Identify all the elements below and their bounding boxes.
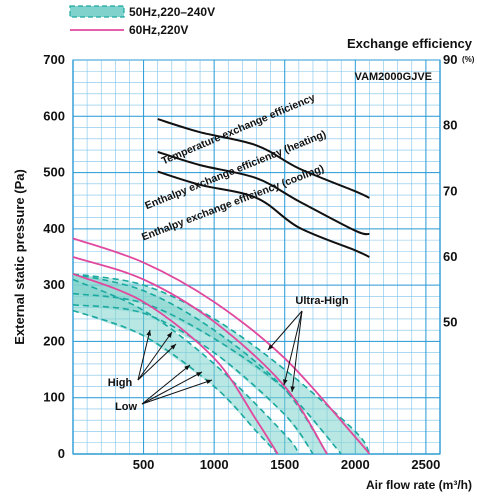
y2-unit: (%) bbox=[462, 55, 475, 64]
fan-curve-60hz-ultra-high-6 bbox=[72, 237, 371, 455]
arrow-high-1 bbox=[137, 329, 151, 381]
fan-curve-50hz-low-4 bbox=[72, 278, 300, 455]
efficiency-line-0 bbox=[157, 118, 370, 199]
arrow-high-3 bbox=[137, 343, 177, 381]
arrow-high-3-head bbox=[170, 344, 176, 350]
grid-major bbox=[72, 60, 441, 455]
y-axis-title: External static pressure (Pa) bbox=[12, 169, 27, 345]
arrow-ultra-high-3 bbox=[291, 310, 303, 393]
legend: 50Hz,220–240V 60Hz,220V bbox=[69, 5, 215, 37]
y2-tick-label: 60 bbox=[443, 249, 457, 264]
arrow-low-2 bbox=[141, 371, 203, 405]
band-fill-low bbox=[73, 279, 299, 454]
legend-swatch-50hz bbox=[69, 5, 125, 18]
fan-curve-50hz-ultra-high-0 bbox=[72, 273, 371, 455]
arrow-low-1 bbox=[141, 364, 191, 405]
y-tick-label: 400 bbox=[43, 221, 65, 236]
arrow-low-3-head bbox=[206, 379, 212, 384]
legend-label-60hz: 60Hz,220V bbox=[129, 23, 188, 37]
y-tick-label: 100 bbox=[43, 390, 65, 405]
y2-tick-label: 80 bbox=[443, 118, 457, 133]
annotations: Ultra-High High Low bbox=[108, 295, 349, 413]
efficiency-line-1 bbox=[157, 150, 370, 236]
y2-tick-label: 70 bbox=[443, 183, 457, 198]
x-axis-title: Air flow rate (m³/h) bbox=[366, 478, 472, 492]
y-tick-label: 300 bbox=[43, 277, 65, 292]
y2-tick-label: 50 bbox=[443, 315, 457, 330]
arrow-low-2-head bbox=[196, 372, 202, 377]
fan-curve-60hz-high-7 bbox=[72, 256, 328, 455]
y-tick-label: 200 bbox=[43, 333, 65, 348]
annotation-low: Low bbox=[115, 401, 137, 413]
x-tick-label: 500 bbox=[133, 457, 155, 472]
fan-curve-60hz-low-8 bbox=[72, 273, 279, 455]
arrow-low-1-head bbox=[184, 365, 190, 371]
fan-curves bbox=[72, 237, 371, 455]
x-tick-label: 1500 bbox=[270, 457, 299, 472]
arrow-ultra-high-2-head bbox=[283, 379, 288, 385]
y2-axis-title: Exchange efficiency bbox=[347, 36, 473, 51]
legend-label-50hz: 50Hz,220–240V bbox=[129, 5, 215, 19]
arrow-ultra-high-3-head bbox=[290, 386, 295, 392]
fan-curve-50hz-low-5 bbox=[72, 309, 279, 455]
x-tick-label: 1000 bbox=[200, 457, 229, 472]
arrow-ultra-high-1 bbox=[267, 310, 303, 351]
x-tick-label: 2000 bbox=[341, 457, 370, 472]
y-tick-label: 700 bbox=[43, 52, 65, 67]
efficiency-line-2 bbox=[157, 170, 370, 258]
model-name: VAM2000GJVE bbox=[355, 71, 432, 83]
y-tick-label: 600 bbox=[43, 108, 65, 123]
arrow-high-2 bbox=[137, 331, 173, 381]
y2-tick-label: 90 bbox=[443, 52, 457, 67]
y-tick-label: 0 bbox=[58, 446, 65, 461]
arrow-low-3 bbox=[141, 379, 213, 405]
fan-curve-50hz-ultra-high-1 bbox=[72, 292, 342, 455]
axes-text: 500 1000 1500 2000 2500 0 100 200 300 400 500 600 70… bbox=[12, 36, 475, 492]
annotation-high: High bbox=[108, 377, 133, 389]
x-tick-label: 2500 bbox=[411, 457, 440, 472]
arrow-ultra-high-1-head bbox=[268, 344, 274, 350]
arrow-ultra-high-2 bbox=[283, 310, 303, 386]
y-tick-label: 500 bbox=[43, 165, 65, 180]
arrow-high-1-head bbox=[146, 330, 151, 336]
fan-curve-50hz-high-2 bbox=[72, 273, 328, 455]
arrow-high-2-head bbox=[166, 332, 172, 338]
annotation-ultra-high: Ultra-High bbox=[295, 295, 348, 307]
fan-curve-50hz-high-3 bbox=[72, 304, 314, 455]
